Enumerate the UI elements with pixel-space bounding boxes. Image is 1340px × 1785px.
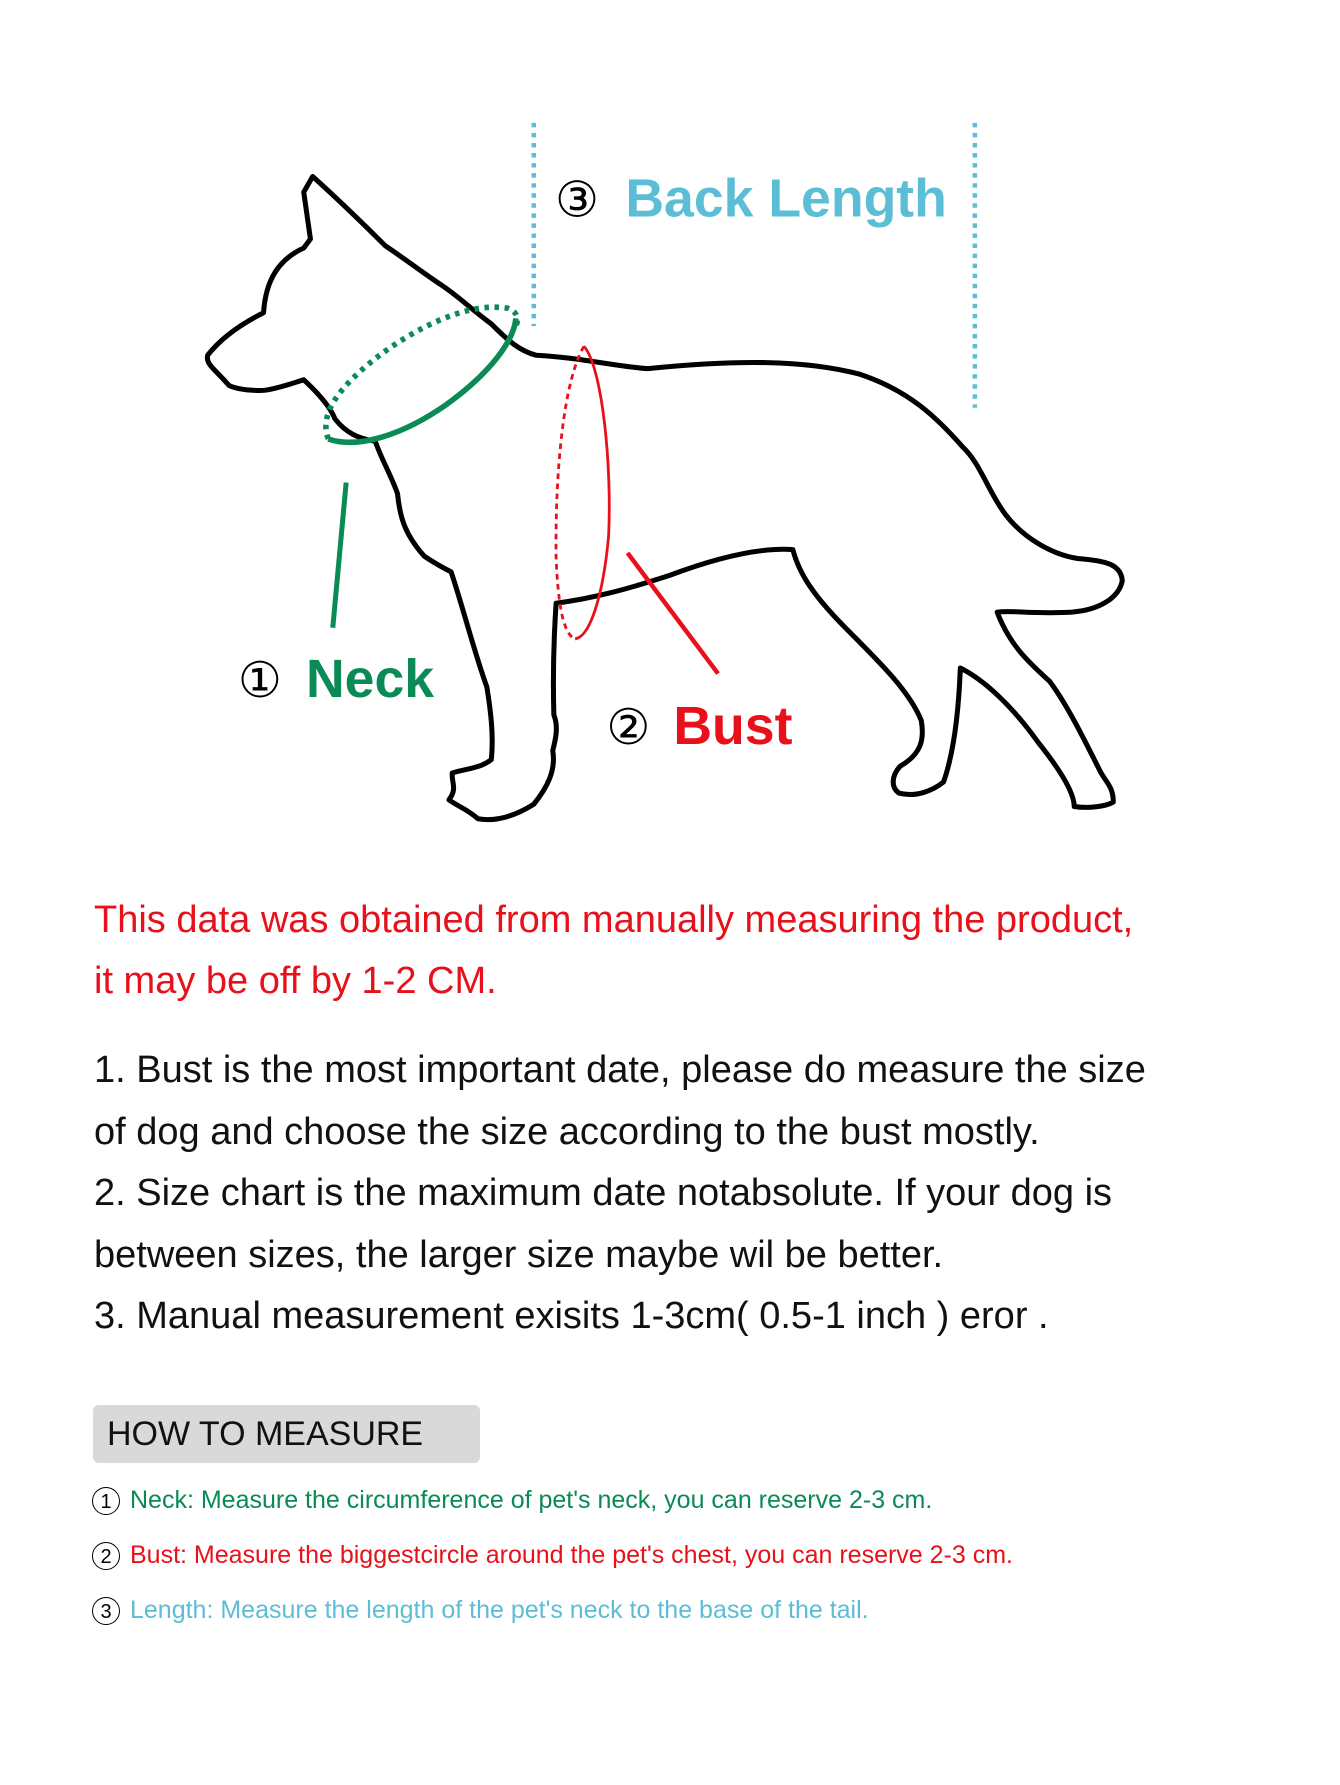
bust-ring-back [554, 345, 586, 641]
number-1-icon: 1 [92, 1487, 120, 1516]
sizing-notes: 1. Bust is the most important date, plea… [94, 1040, 1294, 1348]
how-to-measure-heading: HOW TO MEASURE [93, 1405, 480, 1463]
bust-label: Bust [673, 696, 792, 756]
neck-number: ① [238, 651, 282, 709]
measure-item-bust: 2 Bust: Measure the biggestcircle around … [92, 1541, 1013, 1571]
neck-ring-front [327, 317, 519, 446]
back-length-label: Back Length [625, 169, 947, 229]
note-line: 2. Size chart is the maximum date notabs… [94, 1172, 1113, 1214]
dog-outline [204, 173, 1125, 823]
measure-item-neck: 1 Neck: Measure the circumference of pet'… [92, 1486, 933, 1516]
measure-item-text: Bust: Measure the biggestcircle around t… [130, 1541, 1013, 1569]
back-length-number: ③ [555, 171, 599, 229]
how-to-measure-title: HOW TO MEASURE [107, 1415, 424, 1453]
bust-pointer-line [625, 551, 720, 675]
measure-item-length: 3 Length: Measure the length of the pet's… [92, 1596, 869, 1626]
measure-item-text: Neck: Measure the circumference of pet's… [130, 1486, 933, 1514]
neck-pointer-line [330, 482, 349, 628]
disclaimer-line-1: This data was obtained from manually mea… [94, 899, 1134, 941]
bust-number: ② [606, 698, 650, 756]
measure-item-text: Length: Measure the length of the pet's … [130, 1596, 869, 1624]
note-line: 3. Manual measurement exisits 1-3cm( 0.5… [94, 1295, 1049, 1337]
disclaimer-line-2: it may be off by 1-2 CM. [94, 960, 497, 1002]
number-3-icon: 3 [92, 1597, 120, 1626]
note-line: between sizes, the larger size maybe wil… [94, 1233, 944, 1276]
note-line: of dog and choose the size according to … [94, 1110, 1040, 1153]
neck-label: Neck [306, 649, 434, 709]
measurement-disclaimer: This data was obtained from manually mea… [94, 890, 1294, 1012]
note-line: 1. Bust is the most important date, plea… [94, 1049, 1146, 1091]
neck-ring-back [323, 304, 521, 441]
number-2-icon: 2 [92, 1542, 120, 1571]
bust-ring-front [574, 345, 611, 641]
